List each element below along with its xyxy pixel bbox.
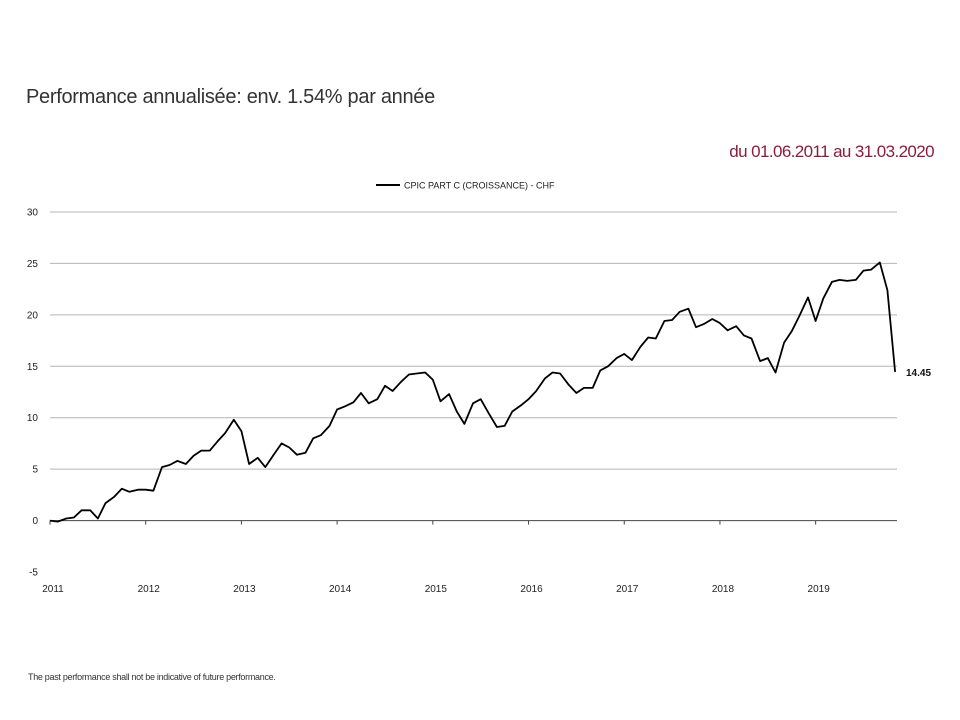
date-range-label: du 01.06.2011 au 31.03.2020 bbox=[729, 142, 934, 161]
y-tick-label: 0 bbox=[32, 516, 38, 527]
series-line bbox=[49, 261, 896, 523]
chart-legend: CPIC PART C (CROISSANCE) - CHF bbox=[376, 181, 555, 191]
y-tick-label: 15 bbox=[27, 362, 39, 373]
x-tick-label: 2019 bbox=[808, 584, 831, 595]
x-tick-label: 2013 bbox=[233, 584, 256, 595]
x-tick-label: 2011 bbox=[42, 584, 64, 595]
x-tick-label: 2018 bbox=[712, 584, 735, 595]
x-tick-label: 2012 bbox=[138, 584, 161, 595]
y-tick-label: 5 bbox=[32, 465, 38, 476]
x-tick-label: 2017 bbox=[616, 584, 639, 595]
disclaimer-text: The past performance shall not be indica… bbox=[28, 672, 276, 682]
end-value-label: 14.45 bbox=[906, 368, 931, 379]
y-tick-label: 20 bbox=[27, 310, 39, 321]
y-tick-label: 25 bbox=[27, 259, 39, 270]
chart-series: 14.45 bbox=[49, 261, 931, 523]
y-tick-label: -5 bbox=[29, 568, 38, 579]
y-tick-label: 10 bbox=[27, 413, 39, 424]
y-tick-label: 30 bbox=[27, 208, 39, 219]
page-title: Performance annualisée: env. 1.54% par a… bbox=[26, 86, 435, 108]
legend-label: CPIC PART C (CROISSANCE) - CHF bbox=[404, 181, 555, 191]
x-tick-label: 2014 bbox=[329, 584, 352, 595]
x-tick-label: 2016 bbox=[520, 584, 543, 595]
chart-gridlines bbox=[50, 211, 897, 522]
x-tick-label: 2015 bbox=[425, 584, 448, 595]
